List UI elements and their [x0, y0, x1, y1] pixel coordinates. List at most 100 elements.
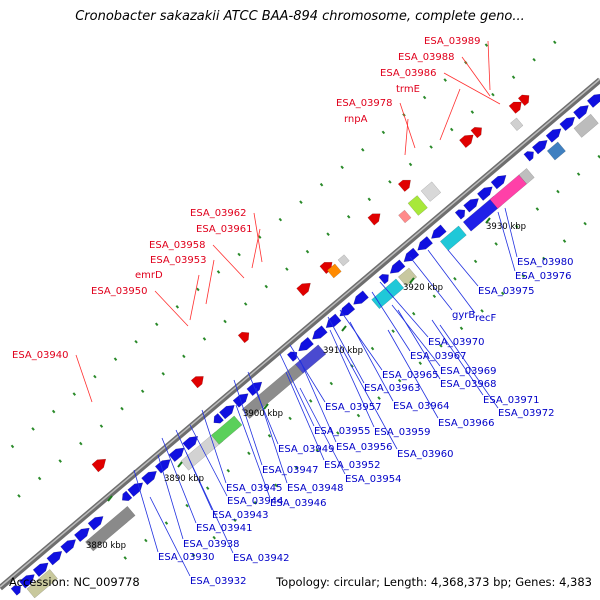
bottom-strand-gene — [87, 516, 104, 531]
tick-dot — [72, 392, 77, 396]
tick-dot — [93, 374, 97, 379]
bottom-leader-line — [329, 329, 375, 428]
tick-dot — [391, 329, 395, 333]
tick-dot — [491, 92, 495, 97]
tick-dot — [113, 357, 118, 361]
tick-dot — [278, 217, 283, 222]
top-strand-gene — [510, 117, 524, 132]
bottom-gene-label: ESA_03943 — [212, 510, 269, 521]
genome-stats-label: Topology: circular; Length: 4,368,373 bp… — [276, 575, 592, 589]
scale-tick-mark — [177, 461, 183, 468]
top-gene-label: ESA_03953 — [150, 255, 207, 266]
bottom-gene-label: ESA_03976 — [515, 271, 572, 282]
bottom-leader-line — [339, 309, 383, 371]
tick-dot — [556, 189, 560, 194]
bottom-strand-gene — [60, 539, 77, 554]
bottom-leader-line — [233, 379, 263, 466]
bottom-gene-label: ESA_03970 — [428, 337, 485, 348]
top-leader-line — [205, 259, 215, 305]
bottom-leader-line — [431, 319, 484, 396]
tick-dot — [500, 291, 505, 296]
bottom-leader-line — [133, 469, 159, 553]
tick-dot — [329, 381, 334, 386]
scale-tick-mark — [341, 325, 347, 332]
bottom-strand-gene — [141, 470, 157, 486]
scale-tick-mark — [107, 495, 113, 502]
label-leader-lines — [75, 40, 518, 577]
tick-dot — [196, 287, 200, 292]
tick-dot — [439, 343, 443, 348]
bottom-strand-gene — [546, 141, 566, 161]
bottom-strand-gene — [32, 562, 49, 578]
bottom-strand-gene — [573, 113, 599, 138]
bottom-strand-gene — [26, 569, 58, 599]
tick-dot — [164, 521, 169, 525]
top-gene-label: trmE — [396, 84, 420, 95]
bottom-leader-line — [409, 256, 453, 311]
tick-dot — [182, 354, 186, 359]
top-gene-label: ESA_03989 — [424, 36, 481, 47]
scale-tick-label: 3890 kbp — [164, 474, 204, 484]
bottom-gene-label: ESA_03964 — [393, 401, 450, 412]
bottom-gene-label: ESA_03965 — [382, 370, 439, 381]
bottom-gene-label: ESA_03980 — [517, 257, 574, 268]
top-leader-line — [212, 244, 245, 279]
top-strand-gene — [459, 134, 474, 149]
bottom-strand-gene — [523, 151, 534, 162]
tick-dot — [308, 399, 313, 403]
tick-dot — [370, 346, 375, 351]
tick-dot — [134, 339, 138, 344]
tick-dot — [367, 197, 372, 202]
scale-tick-label: 3880 kbp — [86, 541, 126, 551]
bottom-leader-line — [279, 353, 315, 427]
bottom-leader-line — [447, 249, 479, 287]
top-strand-gene — [337, 254, 350, 267]
bottom-gene-label: ESA_03975 — [478, 286, 535, 297]
bottom-leader-line — [504, 207, 518, 258]
bottom-strand-gene — [518, 168, 535, 185]
tick-dot — [315, 448, 319, 453]
top-leader-line — [461, 56, 491, 97]
bottom-strand-gene — [531, 140, 548, 155]
tick-dot — [411, 311, 416, 316]
tick-dot — [202, 337, 207, 341]
top-strand-gene — [326, 263, 342, 279]
tick-dot — [237, 252, 241, 257]
scale-tick-label: 3910 kbp — [323, 346, 363, 356]
bottom-leader-line — [339, 344, 398, 450]
bottom-leader-line — [185, 451, 234, 554]
bottom-strand-gene — [430, 224, 447, 239]
bottom-strand-gene — [490, 174, 507, 190]
bottom-gene-label: ESA_03952 — [324, 460, 381, 471]
bottom-leader-line — [439, 324, 499, 409]
bottom-leader-line — [235, 404, 271, 499]
tick-dot — [185, 503, 189, 508]
bottom-gene-label: ESA_03971 — [483, 395, 540, 406]
tick-dot — [473, 259, 478, 264]
bottom-leader-line — [391, 304, 441, 367]
tick-dot — [305, 249, 310, 254]
bottom-strand-gene — [545, 128, 562, 143]
map-title: Cronobacter sakazakii ATCC BAA-894 chrom… — [75, 9, 525, 24]
tick-dot — [453, 277, 457, 281]
top-gene-label: ESA_03958 — [149, 240, 206, 251]
bottom-strand-gene — [476, 186, 493, 201]
bottom-gene-label: ESA_03957 — [325, 402, 382, 413]
bottom-leader-line — [201, 409, 227, 484]
tick-dot — [99, 424, 104, 428]
tick-dot — [532, 57, 536, 62]
tick-dot — [459, 326, 464, 331]
bottom-leader-line — [497, 211, 516, 272]
tick-dot — [408, 162, 413, 167]
top-strand-gene — [367, 213, 381, 226]
tick-dot — [253, 500, 258, 505]
top-leader-line — [189, 274, 200, 321]
tick-dot — [274, 483, 278, 488]
top-gene-label: ESA_03986 — [380, 68, 437, 79]
bottom-gene-label: ESA_03966 — [438, 418, 495, 429]
bottom-gene-label: ESA_03963 — [364, 383, 421, 394]
tick-dot — [340, 165, 344, 170]
bottom-strand-gene — [298, 336, 314, 352]
tick-dot — [79, 441, 83, 446]
